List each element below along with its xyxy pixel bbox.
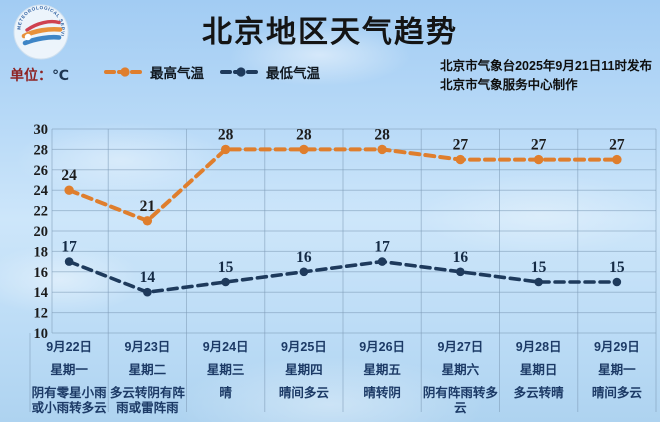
day-column: 9月29日星期一晴间多云	[578, 340, 656, 416]
day-date: 9月29日	[593, 340, 640, 354]
low-temp-line-icon	[220, 67, 262, 77]
issued-line: 北京市气象台2025年9月21日11时发布	[440, 59, 652, 73]
day-weekday: 星期三	[206, 363, 245, 377]
data-point	[220, 144, 231, 155]
legend-label-high: 最高气温	[150, 66, 204, 81]
high-temp-line-icon	[104, 67, 146, 77]
legend-item-high: 最高气温	[104, 62, 204, 82]
unit-prefix: 单位：	[10, 67, 52, 83]
data-point-label: 28	[218, 126, 234, 143]
data-point	[299, 144, 309, 155]
day-weather: 阴有零星小雨或小雨转多云	[31, 386, 107, 415]
data-point-label: 27	[531, 137, 547, 154]
chart-legend: 最高气温 最低气温	[104, 62, 320, 82]
y-tick-label: 22	[34, 204, 49, 220]
data-point	[612, 277, 622, 287]
temperature-chart: 10 12 14 16 18 20 22 24 26 28 30 24 21 28 28 28 27 27 27 17…	[0, 100, 660, 422]
logo-swoosh-blue-icon	[22, 34, 62, 46]
unit-value: ℃	[52, 67, 69, 83]
data-point	[455, 154, 466, 165]
day-weekday: 星期日	[519, 363, 558, 377]
data-point-label: 15	[609, 259, 625, 276]
y-tick-label: 24	[34, 183, 49, 199]
day-weekday: 星期五	[363, 363, 401, 377]
day-column: 9月24日星期三晴	[187, 340, 265, 416]
data-point	[534, 277, 543, 287]
data-point	[143, 287, 152, 297]
legend-item-low: 最低气温	[220, 62, 320, 82]
day-weekday: 星期六	[441, 363, 480, 377]
day-column: 9月27日星期六阴有阵雨转多云	[421, 340, 499, 416]
day-date: 9月24日	[202, 340, 249, 354]
y-tick-label: 16	[34, 265, 49, 281]
logo-dot-icon	[24, 33, 32, 41]
y-tick-label: 26	[34, 163, 49, 179]
publisher-info: 北京市气象台2025年9月21日11时发布 北京市气象服务中心制作	[440, 57, 652, 96]
data-point-label: 16	[453, 249, 469, 266]
data-point	[533, 154, 544, 165]
y-tick-label: 12	[34, 306, 49, 322]
y-tick-label: 28	[34, 142, 49, 158]
day-date: 9月27日	[437, 340, 484, 354]
day-weather: 晴转阴	[363, 386, 401, 400]
day-weather: 晴间多云	[278, 386, 329, 400]
y-tick-label: 18	[34, 244, 49, 260]
day-column: 9月22日星期一阴有零星小雨或小雨转多云	[30, 340, 108, 416]
weather-chart-svg: 10 12 14 16 18 20 22 24 26 28 30 24 21 28 28 28 27 27 27 17…	[29, 122, 657, 412]
data-point-label: 17	[374, 239, 390, 256]
data-point	[456, 267, 465, 277]
x-axis-labels: 9月22日 星期一 阴有零星小雨或小雨转多云 9月23日 星期二 多云转阴有阵雨或雷阵雨 9…	[30, 340, 656, 416]
data-point	[64, 257, 74, 266]
data-point	[299, 267, 309, 277]
high-temp-series-line	[67, 147, 619, 224]
data-point	[377, 257, 387, 266]
day-weather: 晴间多云	[591, 386, 642, 400]
day-weather: 多云转阴有阵雨或雷阵雨	[109, 386, 185, 415]
data-point	[221, 277, 230, 287]
data-point	[612, 154, 622, 165]
day-weekday: 星期一	[598, 363, 636, 377]
data-point	[142, 216, 153, 226]
page-title: 北京地区天气趋势	[202, 16, 458, 49]
day-column: 9月26日星期五晴转阴	[343, 340, 421, 416]
data-point-label: 15	[531, 259, 547, 276]
low-temp-series-line	[67, 259, 619, 295]
producer-line: 北京市气象服务中心制作	[440, 78, 578, 93]
y-tick-label: 30	[34, 122, 49, 138]
data-point-label: 28	[374, 126, 390, 143]
day-column: 9月25日星期四晴间多云	[265, 340, 343, 416]
day-date: 9月22日	[46, 340, 93, 354]
day-weather: 多云转晴	[513, 386, 564, 400]
day-date: 9月28日	[515, 340, 562, 354]
y-tick-label: 20	[34, 224, 49, 240]
y-tick-label: 10	[34, 326, 49, 342]
day-weekday: 星期二	[128, 363, 167, 377]
meteorological-logo: METEOROLOGICAL SERVICE	[12, 3, 69, 60]
day-date: 9月26日	[359, 340, 406, 354]
day-column: 9月23日星期二多云转阴有阵雨或雷阵雨	[108, 340, 186, 416]
data-point	[64, 185, 74, 195]
data-point-label: 15	[218, 259, 234, 276]
day-weekday: 星期一	[50, 363, 88, 377]
data-point-label: 28	[296, 126, 312, 143]
day-weekday: 星期四	[285, 363, 323, 377]
data-point-label: 21	[140, 198, 156, 215]
day-date: 9月23日	[124, 340, 171, 354]
data-point-label: 14	[140, 269, 156, 286]
data-point-label: 17	[61, 239, 77, 256]
data-point-label: 16	[296, 249, 312, 266]
y-tick-label: 14	[34, 285, 49, 301]
logo-swoosh-red-icon	[25, 19, 61, 32]
data-point-label: 27	[609, 137, 625, 154]
data-point-label: 27	[453, 137, 469, 154]
day-weather: 晴	[219, 386, 232, 400]
day-column: 9月28日星期日多云转晴	[500, 340, 578, 416]
day-date: 9月25日	[280, 340, 327, 354]
unit-label: 单位：℃	[10, 65, 69, 85]
day-weather: 阴有阵雨转多云	[422, 386, 498, 415]
data-point-label: 24	[61, 167, 77, 184]
legend-label-low: 最低气温	[266, 66, 320, 81]
data-point	[377, 144, 387, 155]
